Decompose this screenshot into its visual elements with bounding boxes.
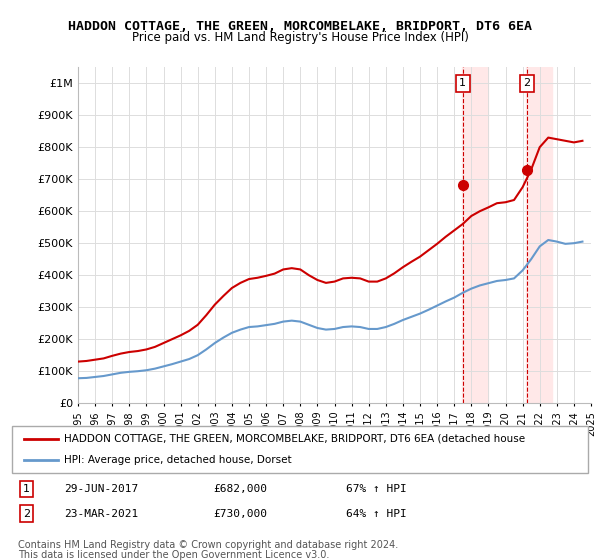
- Text: 23-MAR-2021: 23-MAR-2021: [64, 508, 138, 519]
- Text: 1: 1: [459, 78, 466, 88]
- Text: HADDON COTTAGE, THE GREEN, MORCOMBELAKE, BRIDPORT, DT6 6EA (detached house: HADDON COTTAGE, THE GREEN, MORCOMBELAKE,…: [64, 434, 525, 444]
- Text: HPI: Average price, detached house, Dorset: HPI: Average price, detached house, Dors…: [64, 455, 292, 465]
- Text: This data is licensed under the Open Government Licence v3.0.: This data is licensed under the Open Gov…: [18, 550, 329, 560]
- Text: 2: 2: [23, 508, 30, 519]
- FancyBboxPatch shape: [12, 426, 588, 473]
- Text: £730,000: £730,000: [214, 508, 268, 519]
- Text: 64% ↑ HPI: 64% ↑ HPI: [346, 508, 407, 519]
- Text: HADDON COTTAGE, THE GREEN, MORCOMBELAKE, BRIDPORT, DT6 6EA: HADDON COTTAGE, THE GREEN, MORCOMBELAKE,…: [68, 20, 532, 32]
- Bar: [526, 67, 551, 403]
- Text: £682,000: £682,000: [214, 484, 268, 494]
- Text: 2: 2: [523, 78, 530, 88]
- Bar: [462, 67, 488, 403]
- Text: 1: 1: [23, 484, 30, 494]
- Text: 29-JUN-2017: 29-JUN-2017: [64, 484, 138, 494]
- Text: Price paid vs. HM Land Registry's House Price Index (HPI): Price paid vs. HM Land Registry's House …: [131, 31, 469, 44]
- Text: Contains HM Land Registry data © Crown copyright and database right 2024.: Contains HM Land Registry data © Crown c…: [18, 540, 398, 550]
- Text: 67% ↑ HPI: 67% ↑ HPI: [346, 484, 407, 494]
